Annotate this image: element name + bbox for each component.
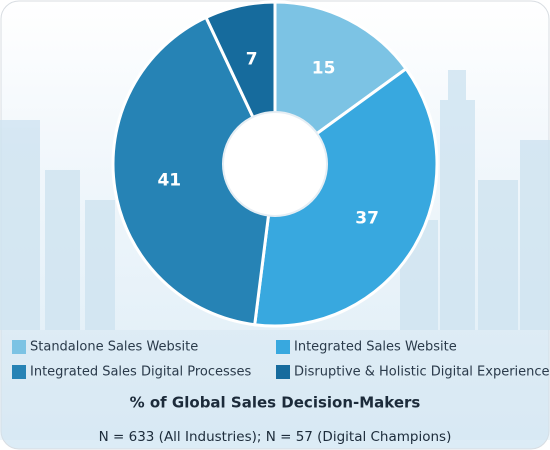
legend-label: Standalone Sales Website bbox=[30, 340, 198, 355]
legend-swatch bbox=[276, 365, 290, 379]
legend-swatch bbox=[276, 340, 290, 354]
legend-label: Disruptive & Holistic Digital Experience bbox=[294, 365, 550, 380]
data-label: 41 bbox=[157, 171, 181, 191]
legend-swatch bbox=[12, 340, 26, 354]
slice bbox=[253, 66, 439, 328]
data-label: 15 bbox=[312, 59, 336, 79]
legend-label: Integrated Sales Website bbox=[294, 340, 457, 355]
note: N = 633 (All Industries); N = 57 (Digita… bbox=[99, 429, 452, 445]
data-label: 37 bbox=[355, 208, 379, 228]
legend-swatch bbox=[12, 365, 26, 379]
chart-title: % of Global Sales Decision-Makers bbox=[130, 394, 421, 412]
data-label: 7 bbox=[246, 50, 258, 70]
donut-hole bbox=[222, 111, 328, 217]
slice bbox=[111, 15, 277, 327]
legend-label: Integrated Sales Digital Processes bbox=[30, 365, 252, 380]
